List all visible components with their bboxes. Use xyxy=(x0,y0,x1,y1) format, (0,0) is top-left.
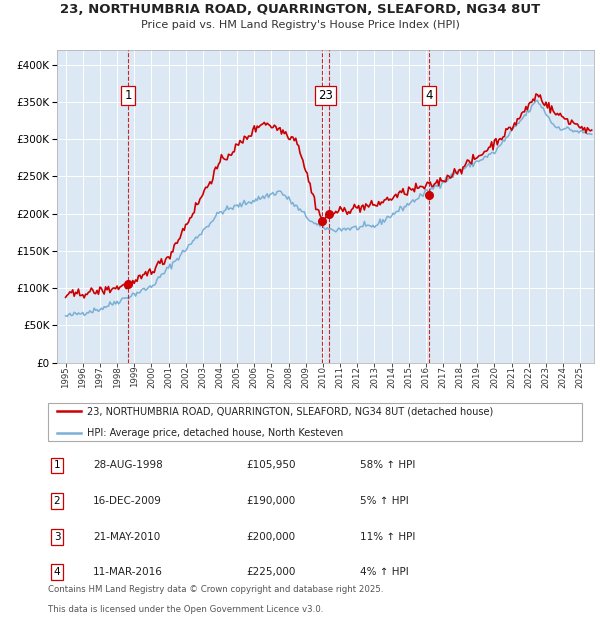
Text: 2016: 2016 xyxy=(421,366,430,388)
Text: 2: 2 xyxy=(53,496,61,506)
Text: 2007: 2007 xyxy=(267,366,276,388)
Text: Contains HM Land Registry data © Crown copyright and database right 2025.: Contains HM Land Registry data © Crown c… xyxy=(48,585,383,594)
Text: 28-AUG-1998: 28-AUG-1998 xyxy=(93,461,163,471)
Text: £225,000: £225,000 xyxy=(246,567,295,577)
Text: £190,000: £190,000 xyxy=(246,496,295,506)
Text: 2015: 2015 xyxy=(404,366,413,388)
Text: 1995: 1995 xyxy=(61,366,70,388)
Text: 4: 4 xyxy=(425,89,433,102)
Text: 2009: 2009 xyxy=(301,366,310,388)
Text: Price paid vs. HM Land Registry's House Price Index (HPI): Price paid vs. HM Land Registry's House … xyxy=(140,20,460,30)
Text: 2011: 2011 xyxy=(335,366,344,388)
Text: 23, NORTHUMBRIA ROAD, QUARRINGTON, SLEAFORD, NG34 8UT: 23, NORTHUMBRIA ROAD, QUARRINGTON, SLEAF… xyxy=(60,3,540,16)
Text: 11% ↑ HPI: 11% ↑ HPI xyxy=(360,532,415,542)
Text: 2002: 2002 xyxy=(181,366,190,388)
Text: 1997: 1997 xyxy=(95,366,104,388)
Text: £105,950: £105,950 xyxy=(246,461,296,471)
Text: 16-DEC-2009: 16-DEC-2009 xyxy=(93,496,162,506)
Text: 2018: 2018 xyxy=(455,366,464,388)
Text: 2003: 2003 xyxy=(199,366,208,388)
Text: 3: 3 xyxy=(53,532,61,542)
Text: 5% ↑ HPI: 5% ↑ HPI xyxy=(360,496,409,506)
Text: 2014: 2014 xyxy=(387,366,396,388)
Text: 1996: 1996 xyxy=(78,366,87,388)
Text: 1: 1 xyxy=(124,89,132,102)
Text: 11-MAR-2016: 11-MAR-2016 xyxy=(93,567,163,577)
Text: 2005: 2005 xyxy=(233,366,242,388)
Text: 2001: 2001 xyxy=(164,366,173,388)
Text: 2020: 2020 xyxy=(490,366,499,388)
Text: HPI: Average price, detached house, North Kesteven: HPI: Average price, detached house, Nort… xyxy=(87,428,343,438)
Text: 1999: 1999 xyxy=(130,366,139,388)
Text: 4% ↑ HPI: 4% ↑ HPI xyxy=(360,567,409,577)
Text: 2017: 2017 xyxy=(439,366,448,388)
Text: 2012: 2012 xyxy=(353,366,362,388)
Text: 58% ↑ HPI: 58% ↑ HPI xyxy=(360,461,415,471)
Text: 2006: 2006 xyxy=(250,366,259,388)
Text: 4: 4 xyxy=(53,567,61,577)
Text: 21-MAY-2010: 21-MAY-2010 xyxy=(93,532,160,542)
Text: This data is licensed under the Open Government Licence v3.0.: This data is licensed under the Open Gov… xyxy=(48,604,323,614)
Text: 23, NORTHUMBRIA ROAD, QUARRINGTON, SLEAFORD, NG34 8UT (detached house): 23, NORTHUMBRIA ROAD, QUARRINGTON, SLEAF… xyxy=(87,406,493,416)
Text: 2024: 2024 xyxy=(559,366,568,388)
Text: 2022: 2022 xyxy=(524,366,533,388)
Text: 2023: 2023 xyxy=(541,366,550,388)
Text: 2025: 2025 xyxy=(576,366,585,388)
Text: 2021: 2021 xyxy=(507,366,516,388)
Text: 2010: 2010 xyxy=(319,366,328,388)
Text: 2004: 2004 xyxy=(215,366,224,388)
Text: 2008: 2008 xyxy=(284,366,293,388)
Text: 1998: 1998 xyxy=(113,366,122,388)
Text: 2013: 2013 xyxy=(370,366,379,388)
Text: £200,000: £200,000 xyxy=(246,532,295,542)
Text: 2019: 2019 xyxy=(473,366,482,388)
Text: 2000: 2000 xyxy=(147,366,156,388)
Text: 23: 23 xyxy=(319,89,333,102)
Text: 1: 1 xyxy=(53,461,61,471)
